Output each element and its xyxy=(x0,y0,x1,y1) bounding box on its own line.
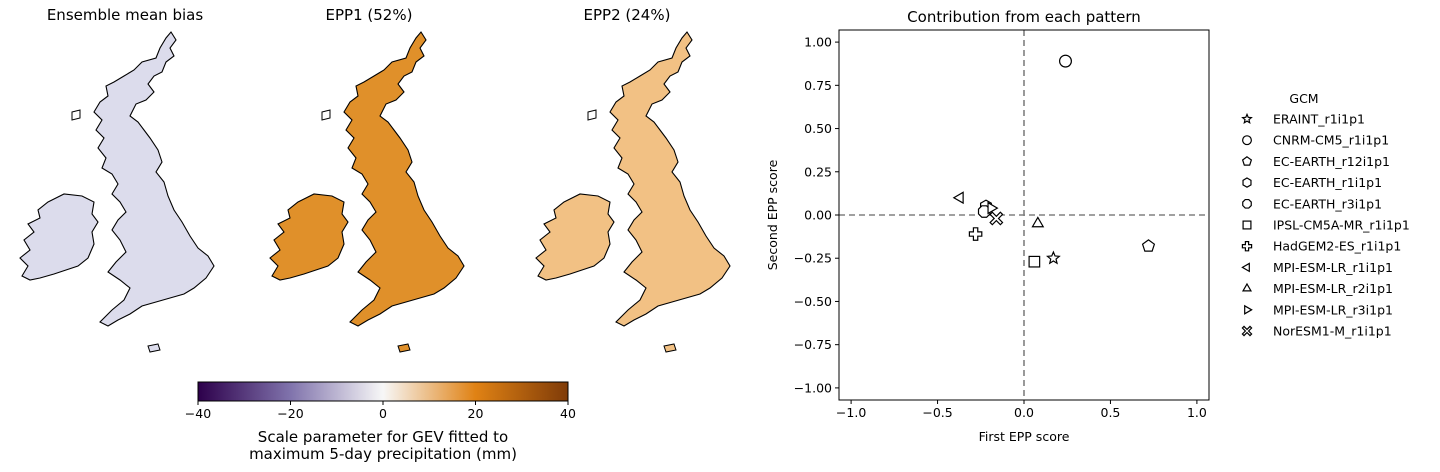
legend-marker xyxy=(1241,156,1253,166)
legend-marker xyxy=(1241,325,1253,337)
legend-title: GCM xyxy=(1289,91,1318,106)
great-britain-outline xyxy=(343,31,465,327)
great-britain-outline xyxy=(93,31,215,327)
data-point-mpi-esm-lr-r1i1p1 xyxy=(952,191,964,205)
y-tick-label: 0.50 xyxy=(804,121,832,136)
data-point-eraint-r1i1p1 xyxy=(1046,250,1061,265)
colorbar-label-line2: maximum 5-day precipitation (mm) xyxy=(249,445,517,463)
map-title-epp2: EPP2 (24%) xyxy=(583,6,671,24)
legend-marker xyxy=(1244,304,1253,315)
ireland-outline xyxy=(535,193,615,281)
y-tick-label: 0.00 xyxy=(804,208,832,223)
legend-entry: MPI-ESM-LR_r3i1p1 xyxy=(1273,302,1393,317)
island-outline xyxy=(397,343,411,353)
data-point-mpi-esm-lr-r2i1p1 xyxy=(1031,216,1045,228)
y-tick-label: −0.75 xyxy=(794,337,832,352)
ireland-outline xyxy=(19,193,99,281)
colorbar-label-line1: Scale parameter for GEV fitted to xyxy=(257,428,509,446)
legend-entry: HadGEM2-ES_r1i1p1 xyxy=(1273,239,1401,254)
legend-marker xyxy=(1241,240,1253,252)
legend-marker xyxy=(1242,198,1252,209)
map-title-ensemble-mean-bias: Ensemble mean bias xyxy=(46,6,204,24)
ireland-outline xyxy=(269,193,349,281)
island-outline xyxy=(321,109,331,121)
legend-marker xyxy=(1241,112,1253,124)
scatter-chart: Contribution from each pattern −1.0 −0.5 0.… xyxy=(765,8,1410,444)
legend-entry: IPSL-CM5A-MR_r1i1p1 xyxy=(1273,218,1410,233)
y-tick-label: 0.75 xyxy=(804,78,832,93)
y-tick-label: 0.25 xyxy=(804,164,832,179)
colorbar-label: Scale parameter for GEV fitted to maximu… xyxy=(183,429,583,463)
colorbar-tick-label: −20 xyxy=(277,406,303,421)
legend-entry: ERAINT_r1i1p1 xyxy=(1273,112,1365,127)
data-point-hadgem2-es-r1i1p1 xyxy=(968,227,983,241)
y-tick-label: −0.25 xyxy=(794,251,832,266)
legend-entry: EC-EARTH_r1i1p1 xyxy=(1273,175,1382,190)
colorbar-tick-label: 20 xyxy=(468,406,484,421)
colorbar-tick-label: 0 xyxy=(379,406,387,421)
x-axis-label: First EPP score xyxy=(979,429,1070,444)
map-epp2 xyxy=(535,31,731,353)
legend-entry: CNRM-CM5_r1i1p1 xyxy=(1273,133,1389,148)
colorbar-tick-label: 40 xyxy=(560,406,576,421)
data-point-mpi-esm-lr-r3i1p1 xyxy=(987,201,999,215)
legend-entry: EC-EARTH_r12i1p1 xyxy=(1273,154,1390,169)
great-britain-outline xyxy=(609,31,731,327)
x-tick-label: 0.5 xyxy=(1101,405,1121,420)
map-epp1 xyxy=(269,31,465,353)
data-point-ec-earth-r12i1p1 xyxy=(1141,239,1156,252)
legend-marker xyxy=(1241,282,1253,292)
chart-title: Contribution from each pattern xyxy=(907,8,1141,26)
y-tick-label: −1.00 xyxy=(794,380,832,395)
y-tick-label: −0.50 xyxy=(794,294,832,309)
legend-entry: MPI-ESM-LR_r1i1p1 xyxy=(1273,260,1393,275)
map-ensemble-mean-bias xyxy=(19,31,215,353)
y-axis-label: Second EPP score xyxy=(765,159,780,270)
y-tick-label: 1.00 xyxy=(804,35,832,50)
x-tick-label: 1.0 xyxy=(1187,405,1207,420)
legend-marker xyxy=(1242,177,1252,188)
map-title-epp1: EPP1 (52%) xyxy=(325,6,413,24)
data-point-noresm1-m-r1i1p1 xyxy=(989,211,1004,226)
legend-marker xyxy=(1242,135,1252,146)
island-outline xyxy=(587,109,597,121)
legend-marker xyxy=(1242,220,1252,230)
island-outline xyxy=(71,109,81,121)
island-outline xyxy=(663,343,677,353)
x-tick-label: −1.0 xyxy=(836,405,866,420)
colorbar-tick-label: −40 xyxy=(185,406,211,421)
legend-entry: EC-EARTH_r3i1p1 xyxy=(1273,196,1382,211)
legend-entry: NorESM1-M_r1i1p1 xyxy=(1273,324,1392,339)
x-tick-label: 0.0 xyxy=(1014,405,1034,420)
legend-entry: MPI-ESM-LR_r2i1p1 xyxy=(1273,281,1393,296)
data-point-ipsl-cm5a-mr-r1i1p1 xyxy=(1028,255,1041,268)
colorbar: −40 −20 0 20 40 xyxy=(185,381,576,421)
colorbar-gradient xyxy=(197,381,569,402)
island-outline xyxy=(147,343,161,353)
x-tick-label: −0.5 xyxy=(922,405,952,420)
legend-marker xyxy=(1241,262,1250,273)
data-point-cnrm-cm5-r1i1p1 xyxy=(1059,54,1072,68)
